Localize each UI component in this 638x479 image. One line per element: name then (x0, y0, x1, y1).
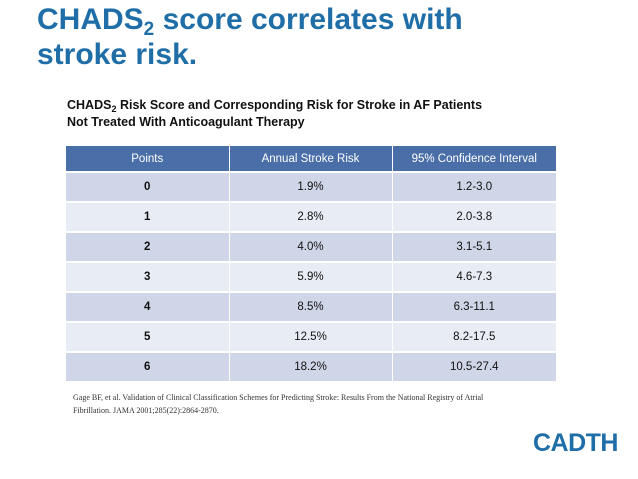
confidence-interval-cell: 3.1-5.1 (391, 231, 556, 262)
table-row: 1 2.8% 2.0-3.8 (66, 201, 556, 232)
points-cell: 6 (66, 351, 229, 381)
points-cell: 3 (66, 261, 229, 292)
caption-subscript: 2 (111, 104, 117, 114)
confidence-interval-cell: 8.2-17.5 (391, 321, 556, 352)
table-row: 6 18.2% 10.5-27.4 (66, 351, 556, 381)
annual-risk-cell: 5.9% (228, 261, 392, 292)
points-cell: 0 (66, 171, 229, 202)
annual-risk-cell: 12.5% (228, 321, 392, 352)
slide-title: CHADS2 score correlates with stroke risk… (37, 2, 627, 72)
title-text-chads: CHADS (37, 3, 144, 36)
annual-risk-cell: 18.2% (228, 351, 392, 381)
caption-text-rest: Risk Score and Corresponding Risk for St… (116, 98, 483, 112)
title-subscript: 2 (143, 19, 155, 40)
cadth-logo: CADTH (533, 429, 619, 457)
confidence-interval-cell: 2.0-3.8 (391, 201, 556, 232)
confidence-interval-cell: 1.2-3.0 (391, 171, 556, 202)
header-annual-stroke-risk: Annual Stroke Risk (228, 146, 392, 172)
title-line-2: stroke risk. (37, 38, 198, 71)
table-row: 3 5.9% 4.6-7.3 (66, 261, 556, 292)
table-caption: CHADS2 Risk Score and Corresponding Risk… (67, 97, 587, 131)
confidence-interval-cell: 10.5-27.4 (391, 351, 556, 381)
header-points: Points (66, 146, 229, 172)
table-row: 4 8.5% 6.3-11.1 (66, 291, 556, 322)
header-confidence-interval: 95% Confidence Interval (391, 146, 556, 172)
table-row: 0 1.9% 1.2-3.0 (66, 171, 556, 202)
annual-risk-cell: 1.9% (228, 171, 392, 202)
annual-risk-cell: 4.0% (228, 231, 392, 262)
citation-line-2: Fibrillation. JAMA 2001;285(22):2864-287… (73, 406, 219, 415)
annual-risk-cell: 8.5% (228, 291, 392, 322)
points-cell: 5 (66, 321, 229, 352)
caption-line-2: Not Treated With Anticoagulant Therapy (67, 115, 305, 129)
table-header-row: Points Annual Stroke Risk 95% Confidence… (66, 146, 556, 172)
confidence-interval-cell: 6.3-11.1 (391, 291, 556, 322)
stroke-risk-table: Points Annual Stroke Risk 95% Confidence… (66, 146, 556, 381)
caption-text-chads: CHADS (67, 98, 112, 112)
points-cell: 4 (66, 291, 229, 322)
citation: Gage BF, et al. Validation of Clinical C… (73, 391, 553, 417)
annual-risk-cell: 2.8% (228, 201, 392, 232)
citation-line-1: Gage BF, et al. Validation of Clinical C… (73, 393, 484, 402)
title-text-rest: score correlates with (154, 3, 463, 36)
table-row: 5 12.5% 8.2-17.5 (66, 321, 556, 352)
points-cell: 1 (66, 201, 229, 232)
table-row: 2 4.0% 3.1-5.1 (66, 231, 556, 262)
confidence-interval-cell: 4.6-7.3 (391, 261, 556, 292)
points-cell: 2 (66, 231, 229, 262)
